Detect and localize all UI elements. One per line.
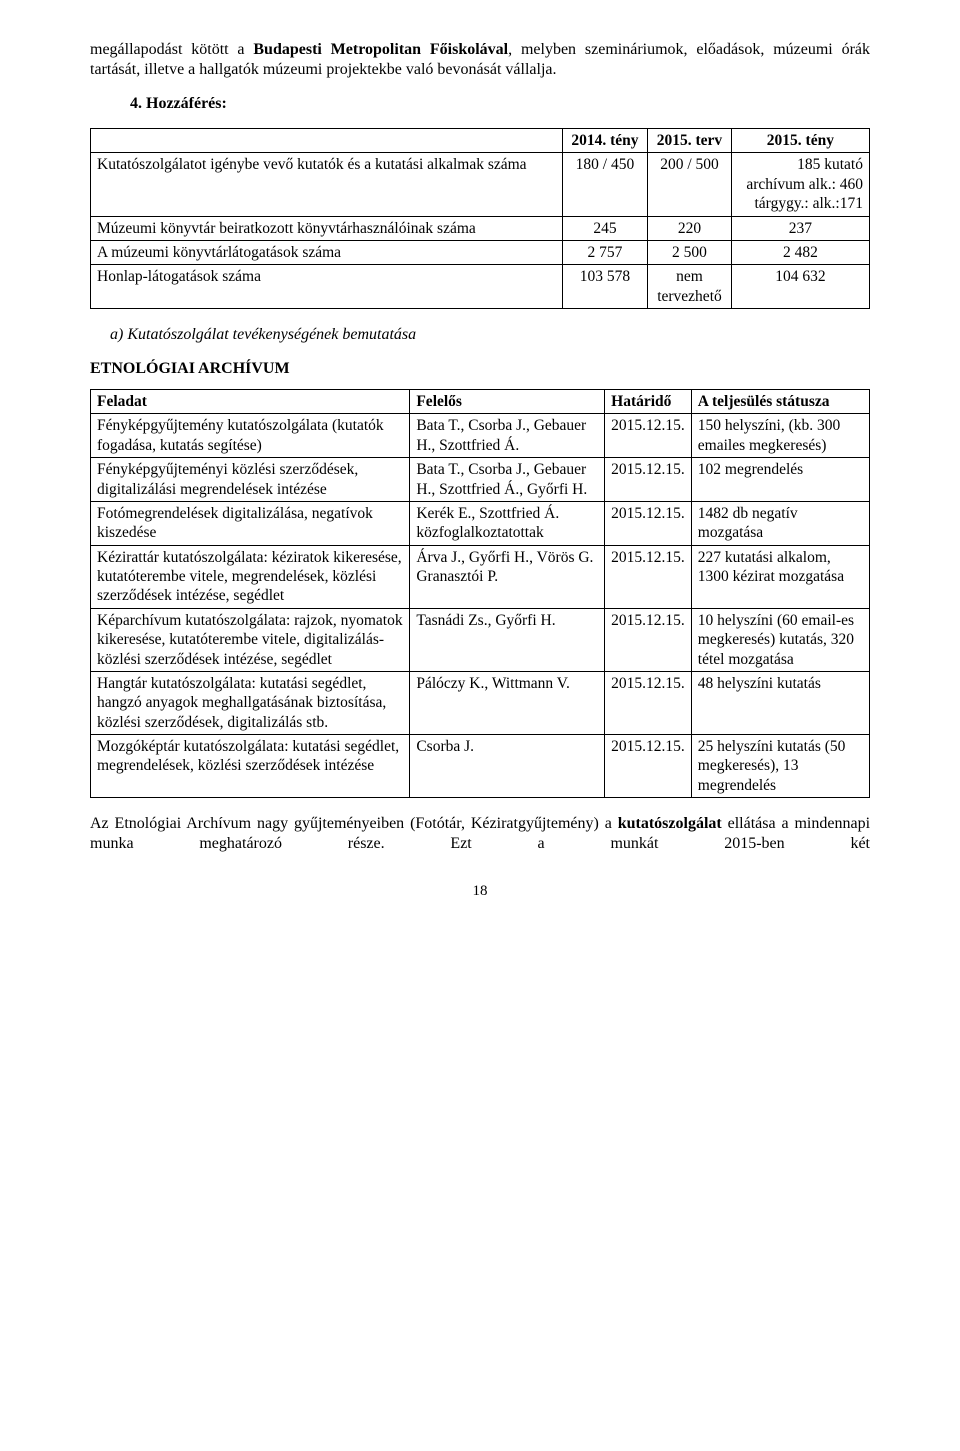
intro-paragraph: megállapodást kötött a Budapesti Metropo… [90, 40, 870, 80]
cell: 237 [731, 216, 869, 240]
table-row: Kutatószolgálatot igénybe vevő kutatók é… [91, 153, 870, 216]
col-header: Határidő [605, 390, 692, 414]
cell: Kézirattár kutatószolgálata: kéziratok k… [91, 545, 410, 608]
cell: 48 helyszíni kutatás [691, 671, 869, 734]
cell: 180 / 450 [562, 153, 647, 216]
cell: 2015.12.15. [605, 414, 692, 458]
row-label: A múzeumi könyvtárlátogatások száma [91, 240, 563, 264]
cell: 1482 db negatív mozgatása [691, 501, 869, 545]
table-row: Fényképgyűjtemény kutatószolgálata (kuta… [91, 414, 870, 458]
cell: Csorba J. [410, 735, 605, 798]
col-header: 2015. terv [648, 129, 732, 153]
row-label: Kutatószolgálatot igénybe vevő kutatók é… [91, 153, 563, 216]
list-item-a: a) Kutatószolgálat tevékenységének bemut… [110, 325, 870, 345]
table-row: A múzeumi könyvtárlátogatások száma 2 75… [91, 240, 870, 264]
table-row: Kézirattár kutatószolgálata: kéziratok k… [91, 545, 870, 608]
cell: 2 757 [562, 240, 647, 264]
cell: 185 kutató archívum alk.: 460 tárgygy.: … [731, 153, 869, 216]
empty-cell [91, 129, 563, 153]
cell: Képarchívum kutatószolgálata: rajzok, ny… [91, 608, 410, 671]
cell: 2015.12.15. [605, 671, 692, 734]
cell: 2015.12.15. [605, 608, 692, 671]
cell: 2 500 [648, 240, 732, 264]
page-number: 18 [90, 882, 870, 901]
col-header: Felelős [410, 390, 605, 414]
table-row: Múzeumi könyvtár beiratkozott könyvtárha… [91, 216, 870, 240]
table-row: Hangtár kutatószolgálata: kutatási segéd… [91, 671, 870, 734]
cell: Hangtár kutatószolgálata: kutatási segéd… [91, 671, 410, 734]
col-header: 2015. tény [731, 129, 869, 153]
cell: 200 / 500 [648, 153, 732, 216]
cell: 103 578 [562, 265, 647, 309]
closing-bold: kutatószolgálat [618, 815, 722, 832]
cell: Bata T., Csorba J., Gebauer H., Szottfri… [410, 458, 605, 502]
cell: Tasnádi Zs., Győrfi H. [410, 608, 605, 671]
cell: 102 megrendelés [691, 458, 869, 502]
table-row: Képarchívum kutatószolgálata: rajzok, ny… [91, 608, 870, 671]
cell: Bata T., Csorba J., Gebauer H., Szottfri… [410, 414, 605, 458]
cell: 25 helyszíni kutatás (50 megkeresés), 13… [691, 735, 869, 798]
cell: 227 kutatási alkalom, 1300 kézirat mozga… [691, 545, 869, 608]
table-row: Fotómegrendelések digitalizálása, negatí… [91, 501, 870, 545]
row-label: Honlap-látogatások száma [91, 265, 563, 309]
cell: nem tervezhető [648, 265, 732, 309]
cell: 2015.12.15. [605, 458, 692, 502]
cell: 2 482 [731, 240, 869, 264]
cell: 2015.12.15. [605, 501, 692, 545]
intro-bold: Budapesti Metropolitan Főiskolával [253, 41, 508, 58]
cell: 10 helyszíni (60 email-es megkeresés) ku… [691, 608, 869, 671]
stats-table: 2014. tény 2015. terv 2015. tény Kutatós… [90, 128, 870, 309]
cell: Mozgóképtár kutatószolgálata: kutatási s… [91, 735, 410, 798]
table-row: Honlap-látogatások száma 103 578 nem ter… [91, 265, 870, 309]
cell: 2015.12.15. [605, 735, 692, 798]
closing-paragraph: Az Etnológiai Archívum nagy gyűjteményei… [90, 814, 870, 854]
cell: Árva J., Győrfi H., Vörös G. Granasztói … [410, 545, 605, 608]
cell: Kerék E., Szottfried Á. közfoglalkoztato… [410, 501, 605, 545]
closing-pre: Az Etnológiai Archívum nagy gyűjteményei… [90, 815, 618, 832]
table-row: Mozgóképtár kutatószolgálata: kutatási s… [91, 735, 870, 798]
cell: 245 [562, 216, 647, 240]
cell: 104 632 [731, 265, 869, 309]
cell: Pálóczy K., Wittmann V. [410, 671, 605, 734]
intro-pre: megállapodást kötött a [90, 41, 253, 58]
col-header: A teljesülés státusza [691, 390, 869, 414]
archive-heading: ETNOLÓGIAI ARCHÍVUM [90, 359, 870, 379]
cell: 2015.12.15. [605, 545, 692, 608]
table-row: Fényképgyűjteményi közlési szerződések, … [91, 458, 870, 502]
section-heading: 4. Hozzáférés: [130, 94, 870, 114]
row-label: Múzeumi könyvtár beiratkozott könyvtárha… [91, 216, 563, 240]
col-header: Feladat [91, 390, 410, 414]
table-row: Feladat Felelős Határidő A teljesülés st… [91, 390, 870, 414]
col-header: 2014. tény [562, 129, 647, 153]
cell: 150 helyszíni, (kb. 300 emailes megkeres… [691, 414, 869, 458]
cell: Fotómegrendelések digitalizálása, negatí… [91, 501, 410, 545]
tasks-table: Feladat Felelős Határidő A teljesülés st… [90, 389, 870, 798]
cell: 220 [648, 216, 732, 240]
cell: Fényképgyűjtemény kutatószolgálata (kuta… [91, 414, 410, 458]
cell: Fényképgyűjteményi közlési szerződések, … [91, 458, 410, 502]
table-row: 2014. tény 2015. terv 2015. tény [91, 129, 870, 153]
